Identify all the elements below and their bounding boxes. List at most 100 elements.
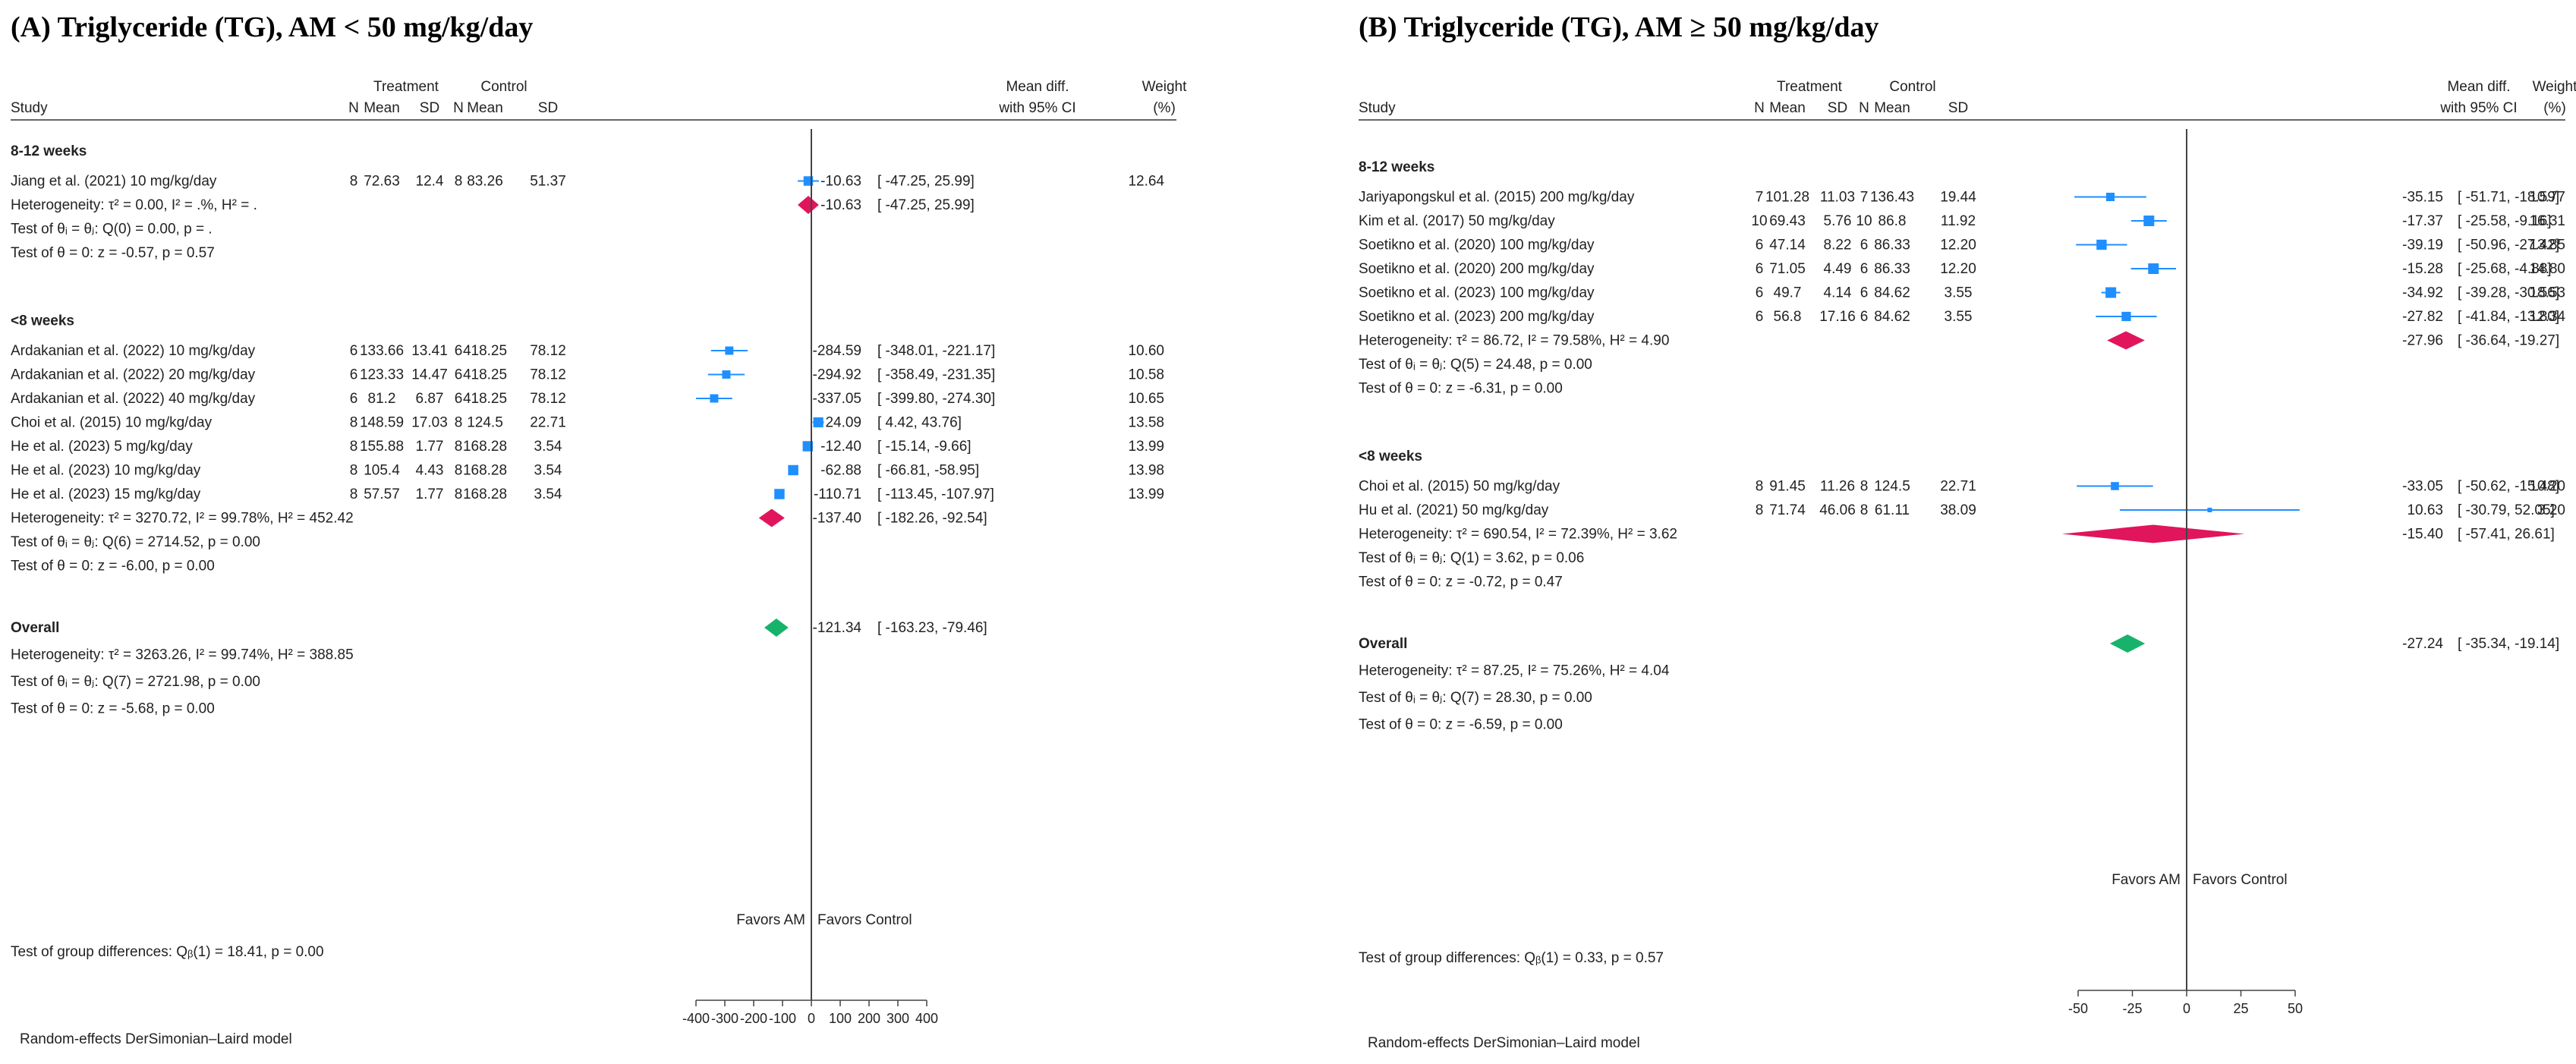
study-sd-treatment: 1.77 <box>416 486 444 502</box>
study-mean-treatment: 123.33 <box>360 367 404 383</box>
study-sd-treatment: 13.41 <box>411 343 448 359</box>
header-weight: Weight <box>2533 79 2576 95</box>
study-ci: [ -30.79, 52.05] <box>2458 502 2555 518</box>
study-n-control: 8 <box>455 486 463 502</box>
study-ci: [ -348.01, -221.17] <box>877 343 995 359</box>
study-n-control: 6 <box>455 367 463 383</box>
study-n-control: 6 <box>455 391 463 407</box>
x-tick-label: -400 <box>682 1011 710 1026</box>
study-ci: [ -51.71, -18.59] <box>2458 190 2559 206</box>
study-sd-treatment: 17.03 <box>411 415 448 431</box>
study-n-control: 6 <box>455 343 463 359</box>
study-sd-control: 3.55 <box>1945 285 1973 301</box>
study-name: Choi et al. (2015) 50 mg/kg/day <box>1359 479 1560 495</box>
header-treatment: Treatment <box>373 79 439 95</box>
study-n-treatment: 8 <box>1756 479 1764 495</box>
study-n-treatment: 8 <box>350 439 358 455</box>
study-sd-control: 19.44 <box>1940 190 1976 206</box>
study-weight: 10.60 <box>1128 343 1164 359</box>
study-ci: [ -113.45, -107.97] <box>877 486 994 502</box>
study-sd-treatment: 12.4 <box>416 174 444 190</box>
study-mean-treatment: 71.05 <box>1769 261 1806 277</box>
study-weight: 13.98 <box>1128 463 1164 479</box>
study-sd-control: 12.20 <box>1940 261 1976 277</box>
x-tick-label: 25 <box>2233 1001 2248 1016</box>
study-sd-control: 3.54 <box>534 486 562 502</box>
model-note: Random-effects DerSimonian–Laird model <box>20 1031 292 1047</box>
favors-control-label: Favors Control <box>817 912 912 928</box>
study-marker <box>710 394 719 403</box>
subgroup-homogeneity-test: Test of θᵢ = θⱼ: Q(0) = 0.00, p = . <box>11 222 213 238</box>
group-differences-test: Test of group differences: Qᵦ(1) = 18.41… <box>11 944 324 960</box>
x-tick-label: -50 <box>2068 1001 2088 1016</box>
study-weight: 18.53 <box>2529 285 2565 301</box>
study-name: Ardakanian et al. (2022) 40 mg/kg/day <box>11 391 256 407</box>
study-effect: -337.05 <box>813 391 861 407</box>
study-weight: 12.64 <box>1128 174 1164 190</box>
favors-am-label: Favors AM <box>736 912 805 928</box>
study-sd-control: 12.20 <box>1940 238 1976 253</box>
study-effect: -110.71 <box>814 486 861 502</box>
study-mean-control: 418.25 <box>463 367 507 383</box>
study-weight: 3.20 <box>2537 502 2565 518</box>
study-marker <box>2096 239 2107 250</box>
study-effect: -10.63 <box>820 174 861 190</box>
subgroup-heterogeneity: Heterogeneity: τ² = 0.00, I² = .%, H² = … <box>11 197 257 213</box>
study-mean-treatment: 71.74 <box>1769 502 1806 518</box>
overall-diamond <box>2109 634 2146 653</box>
study-mean-treatment: 105.4 <box>364 463 400 479</box>
header-weight-pct: (%) <box>1153 100 1176 116</box>
study-weight: 12.34 <box>2529 309 2565 325</box>
study-n-treatment: 7 <box>1756 190 1764 206</box>
study-mean-treatment: 49.7 <box>1774 285 1802 301</box>
study-sd-treatment: 11.26 <box>1820 479 1855 495</box>
study-marker <box>2148 263 2159 274</box>
subgroup-effect: -137.40 <box>813 511 861 527</box>
study-sd-control: 3.54 <box>534 439 562 455</box>
study-name: Ardakanian et al. (2022) 10 mg/kg/day <box>11 343 256 359</box>
subgroup-label: <8 weeks <box>11 313 74 329</box>
study-n-treatment: 10 <box>1751 213 1767 229</box>
subgroup-effect: -10.63 <box>820 197 861 213</box>
study-sd-control: 11.92 <box>1941 213 1976 229</box>
study-marker <box>813 417 824 428</box>
study-mean-treatment: 133.66 <box>360 343 404 359</box>
header-mean-control: Mean <box>1874 100 1910 116</box>
study-n-treatment: 6 <box>1756 238 1764 253</box>
study-ci: [ -47.25, 25.99] <box>877 174 975 190</box>
study-marker <box>2207 508 2212 512</box>
study-ci: [ -66.81, -58.95] <box>877 463 979 479</box>
study-mean-treatment: 155.88 <box>360 439 404 455</box>
study-n-treatment: 8 <box>350 174 358 190</box>
study-name: Hu et al. (2021) 50 mg/kg/day <box>1359 502 1549 518</box>
study-sd-control: 78.12 <box>530 367 566 383</box>
study-sd-control: 3.55 <box>1945 309 1973 325</box>
study-mean-control: 86.33 <box>1874 238 1910 253</box>
study-sd-treatment: 14.47 <box>411 367 448 383</box>
study-n-treatment: 8 <box>350 463 358 479</box>
group-differences-test: Test of group differences: Qᵦ(1) = 0.33,… <box>1359 950 1664 966</box>
subgroup-label: 8-12 weeks <box>1359 159 1434 175</box>
overall-homogeneity-test: Test of θᵢ = θⱼ: Q(7) = 28.30, p = 0.00 <box>1359 690 1592 706</box>
subgroup-zero-test: Test of θ = 0: z = -0.72, p = 0.47 <box>1359 574 1563 590</box>
overall-heterogeneity: Heterogeneity: τ² = 87.25, I² = 75.26%, … <box>1359 663 1670 679</box>
header-control: Control <box>1889 79 1935 95</box>
study-weight: 13.99 <box>1128 439 1164 455</box>
subgroup-zero-test: Test of θ = 0: z = -6.31, p = 0.00 <box>1359 381 1563 397</box>
study-name: Soetikno et al. (2023) 200 mg/kg/day <box>1359 309 1595 325</box>
study-ci: [ -50.62, -15.48] <box>2458 479 2559 495</box>
study-mean-control: 168.28 <box>463 486 507 502</box>
overall-zero-test: Test of θ = 0: z = -5.68, p = 0.00 <box>11 701 215 717</box>
subgroup-homogeneity-test: Test of θᵢ = θⱼ: Q(6) = 2714.52, p = 0.0… <box>11 534 260 550</box>
header-study: Study <box>1359 100 1396 116</box>
study-marker <box>2105 287 2117 298</box>
study-mean-control: 84.62 <box>1874 285 1910 301</box>
header-sd-treatment: SD <box>1828 100 1847 116</box>
study-weight: 13.85 <box>2529 238 2565 253</box>
x-tick-label: 400 <box>915 1011 938 1026</box>
header-n-control: N <box>453 100 464 116</box>
x-tick-label: 300 <box>886 1011 909 1026</box>
study-effect: 10.63 <box>2407 502 2443 518</box>
study-name: Kim et al. (2017) 50 mg/kg/day <box>1359 213 1555 229</box>
study-ci: [ -25.58, -9.16] <box>2458 213 2552 229</box>
